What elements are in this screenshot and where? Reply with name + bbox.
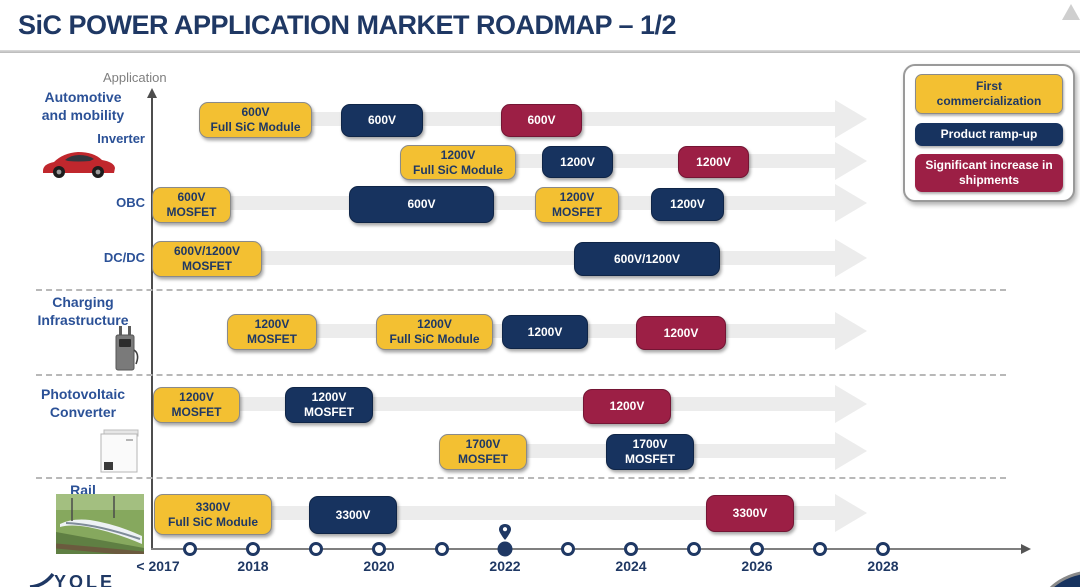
row-label-dcdc: DC/DC <box>103 250 145 265</box>
roadmap-box-ramp: 1200V <box>651 188 724 221</box>
roadmap-box-ramp: 1200V <box>542 146 613 178</box>
yole-logo: YOLE <box>28 572 115 587</box>
row-arrow-photovoltaic-converter <box>165 397 835 411</box>
roadmap-box-ramp: 1200V MOSFET <box>285 387 373 423</box>
axis-label: Application <box>103 70 167 85</box>
roadmap-box-first: 1200V Full SiC Module <box>376 314 493 350</box>
application-axis-arrow-icon <box>147 88 157 98</box>
timeline-tick <box>687 542 701 556</box>
timeline-tick <box>624 542 638 556</box>
roadmap-box-ramp: 1200V <box>502 315 588 349</box>
legend: First commercialization Product ramp-up … <box>903 64 1075 202</box>
roadmap-box-increase: 1200V <box>678 146 749 178</box>
yole-swoosh-icon <box>29 572 54 587</box>
train-image <box>55 494 145 559</box>
roadmap-box-ramp: 3300V <box>309 496 397 534</box>
timeline-tick <box>813 542 827 556</box>
application-axis <box>151 97 153 550</box>
roadmap-box-first: 1700V MOSFET <box>439 434 527 470</box>
roadmap-box-increase: 600V <box>501 104 582 137</box>
timeline-year-label: 2028 <box>867 558 899 574</box>
pv-converter-image <box>98 426 142 479</box>
legend-first-commercialization: First commercialization <box>915 74 1063 114</box>
timeline-pin-dot <box>497 541 513 557</box>
corner-decoration <box>1062 4 1080 20</box>
section-divider <box>36 374 1006 376</box>
row-label-inverter: Inverter <box>97 131 145 146</box>
roadmap-box-first: 1200V MOSFET <box>535 187 619 223</box>
ev-charger-image <box>112 326 140 377</box>
timeline-tick <box>246 542 260 556</box>
roadmap-box-first: 1200V MOSFET <box>227 314 317 350</box>
timeline-tick <box>183 542 197 556</box>
timeline-tick <box>561 542 575 556</box>
timeline-year-label: 2024 <box>615 558 647 574</box>
roadmap-box-ramp: 600V <box>341 104 423 137</box>
section-divider <box>36 477 1006 479</box>
roadmap-box-first: 1200V Full SiC Module <box>400 145 516 180</box>
timeline-year-label: 2018 <box>237 558 269 574</box>
roadmap-box-ramp: 600V/1200V <box>574 242 720 276</box>
timeline-tick <box>435 542 449 556</box>
section-divider <box>36 289 1006 291</box>
section-label-automotive: Automotive and mobility <box>41 89 125 124</box>
roadmap-box-increase: 3300V <box>706 495 794 532</box>
timeline-year-label: < 2017 <box>136 558 180 574</box>
roadmap-box-ramp: 1700V MOSFET <box>606 434 694 470</box>
roadmap-box-ramp: 600V <box>349 186 494 223</box>
timeline-year-label: 2020 <box>363 558 395 574</box>
timeline-year-label: 2026 <box>741 558 773 574</box>
roadmap-box-first: 600V/1200V MOSFET <box>152 241 262 277</box>
timeline-axis-arrow-icon <box>1021 544 1031 554</box>
roadmap-box-first: 600V Full SiC Module <box>199 102 312 138</box>
roadmap-box-increase: 1200V <box>583 389 671 424</box>
timeline-axis <box>151 548 1021 550</box>
location-pin-icon <box>498 524 512 549</box>
timeline-tick <box>876 542 890 556</box>
row-arrow-obc <box>160 196 835 210</box>
roadmap-box-increase: 1200V <box>636 316 726 350</box>
page-title: SiC POWER APPLICATION MARKET ROADMAP – 1… <box>18 10 677 40</box>
section-label-photovoltaic: Photovoltaic Converter <box>40 386 125 421</box>
corner-page-decoration <box>1038 570 1080 587</box>
section-label-charging: Charging Infrastructure <box>37 294 129 329</box>
roadmap-box-first: 3300V Full SiC Module <box>154 494 272 535</box>
car-image <box>40 146 118 185</box>
legend-product-ramp-up: Product ramp-up <box>915 122 1063 146</box>
roadmap-box-first: 600V MOSFET <box>152 187 231 223</box>
timeline-year-label: 2022 <box>489 558 521 574</box>
legend-significant-increase: Significant increase in shipments <box>915 154 1063 192</box>
timeline-tick <box>309 542 323 556</box>
row-label-obc: OBC <box>116 195 145 210</box>
roadmap-box-first: 1200V MOSFET <box>153 387 240 423</box>
timeline-tick <box>372 542 386 556</box>
timeline-tick <box>750 542 764 556</box>
title-underline <box>0 50 1080 53</box>
